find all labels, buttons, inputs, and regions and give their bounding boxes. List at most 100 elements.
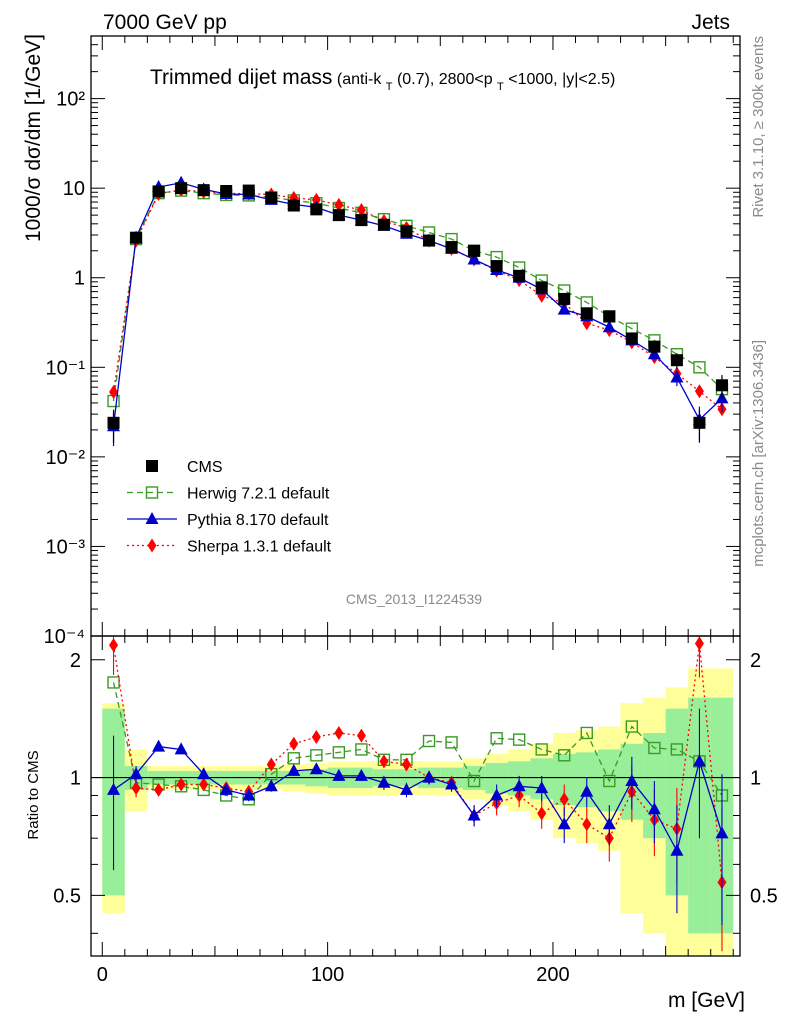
ratio-point: [399, 782, 413, 795]
ratio-line-0: [112, 682, 723, 800]
ratio-point: [512, 733, 526, 746]
ratio-point: [694, 636, 704, 651]
data-point-pythia: [602, 320, 616, 333]
ratio-tick-label-left: 1: [70, 768, 81, 790]
ratio-point: [580, 784, 594, 797]
title-main: Trimmed dijet mass: [150, 66, 332, 89]
data-point-cms: [603, 310, 616, 323]
ratio-point: [580, 726, 593, 740]
x-axis-label: m [GeV]: [668, 989, 745, 1012]
y-tick-label: 10: [63, 178, 85, 200]
ratio-point: [287, 752, 301, 765]
ratio-point: [377, 775, 391, 788]
data-point-cms: [377, 218, 390, 231]
data-point-cms: [558, 292, 571, 305]
ratio-point: [692, 754, 706, 767]
y-tick-label: 10⁻¹: [46, 357, 86, 379]
data-point-pythia: [557, 302, 571, 315]
ratio-point: [625, 720, 639, 733]
y-tick-label: 10⁻³: [46, 536, 86, 558]
y-axis-label: 1000/σ dσ/dm [1/GeV]: [22, 34, 45, 242]
legend: CMS Herwig 7.2.1 default Pythia 8.170 defa…: [127, 459, 332, 556]
data-point-cms: [670, 354, 683, 367]
ratio-point: [648, 741, 661, 755]
ratio-point: [109, 638, 119, 653]
ratio-tick-label-right: 0.5: [750, 885, 778, 907]
legend-label-3: Sherpa 1.3.1 default: [187, 539, 332, 556]
data-point-cms: [355, 214, 368, 227]
data-point-cms: [107, 416, 120, 429]
ratio-point: [287, 763, 301, 776]
ratio-tick-label-right: 1: [750, 768, 761, 790]
data-point-cms: [715, 379, 728, 392]
ratio-point: [242, 788, 256, 801]
ratio-point: [354, 768, 368, 781]
ratio-point: [129, 767, 143, 780]
ratio-point: [131, 781, 141, 796]
ratio-point: [174, 742, 188, 755]
ratio-point: [445, 736, 458, 749]
ratio-panel-frame: [90, 635, 741, 957]
ratio-line-2: [112, 643, 723, 883]
title-sub-b: T: [386, 81, 393, 93]
title-sub-a: (anti-k: [337, 71, 382, 88]
ratio-tick-label-left: 2: [70, 650, 81, 672]
main-panel-series: [107, 175, 729, 447]
legend-marker-2: [145, 512, 159, 524]
x-tick-label: 100: [311, 964, 344, 986]
header-right-label: Jets: [691, 11, 730, 34]
ratio-point: [670, 743, 684, 756]
header-left-label: 7000 GeV pp: [103, 11, 227, 34]
ratio-panel-series: [107, 636, 729, 952]
legend-label-1: Herwig 7.2.1 default: [187, 486, 330, 503]
data-point-cms: [332, 209, 345, 222]
legend-marker-0: [146, 460, 158, 472]
data-point-herwig: [693, 361, 706, 374]
ratio-point: [199, 777, 209, 792]
ratio-point: [559, 792, 569, 807]
title-sub-c: (0.7), 2800<p: [397, 71, 493, 88]
ratio-point: [311, 729, 321, 744]
band-stat-bin: [485, 762, 508, 794]
title-sub-e: <1000, |y|<2.5): [508, 71, 615, 88]
data-point-pythia: [467, 252, 481, 265]
data-point-cms: [220, 184, 233, 197]
data-point-cms: [287, 199, 300, 212]
data-point-cms: [693, 416, 706, 429]
ratio-point: [422, 770, 436, 783]
data-point-cms: [423, 234, 436, 247]
data-point-pythia: [670, 370, 684, 383]
ratio-point: [154, 782, 164, 797]
data-point-cms: [130, 231, 143, 244]
ratio-point: [176, 777, 186, 792]
ratio-point: [582, 817, 592, 832]
ratio-point: [670, 843, 684, 856]
ratio-point: [558, 749, 571, 762]
ratio-point: [289, 736, 299, 751]
ratio-uncertainty-bands: [91, 668, 740, 956]
data-point-cms: [580, 307, 593, 320]
data-point-sherpa: [109, 384, 119, 399]
ratio-point: [557, 817, 571, 830]
data-point-sherpa: [334, 197, 344, 212]
ratio-point: [467, 774, 481, 788]
axes: 0 100 200 10⁻⁴ 10⁻³ 10⁻² 10⁻¹ 1 10 10² 0.5 0.5 1 1 2 2: [44, 35, 778, 986]
legend-marker-1: [145, 486, 159, 499]
ratio-point: [445, 777, 459, 790]
data-point-cms: [513, 269, 526, 282]
ratio-point: [422, 734, 436, 748]
data-point-cms: [175, 182, 188, 195]
ratio-point: [197, 767, 211, 780]
data-point-pythia: [647, 347, 661, 360]
data-point-cms: [242, 184, 255, 197]
y-tick-label: 10⁻²: [46, 447, 86, 469]
data-point-cms: [535, 281, 548, 294]
ratio-y-axis-label: Ratio to CMS: [25, 750, 42, 839]
analysis-watermark: CMS_2013_I1224539: [346, 591, 482, 607]
ratio-point: [537, 806, 547, 821]
ratio-point: [152, 739, 166, 752]
series-line-3: [112, 189, 723, 410]
legend-marker-3: [147, 538, 157, 553]
ratio-point: [355, 743, 368, 756]
